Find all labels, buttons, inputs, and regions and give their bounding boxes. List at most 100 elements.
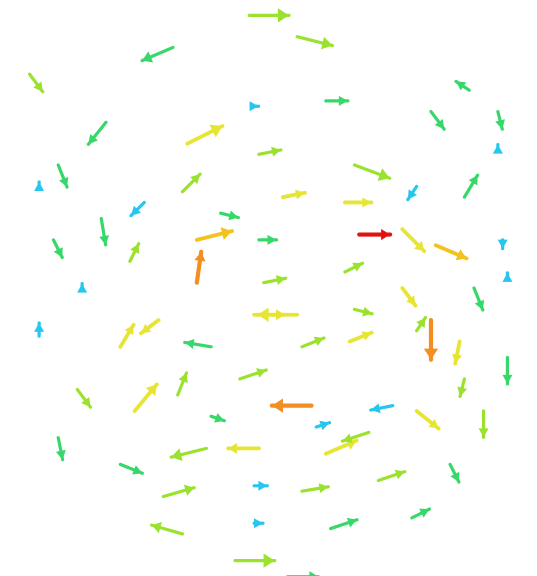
vector-arrow: [34, 321, 45, 338]
vector-head: [497, 239, 508, 249]
vector-head: [190, 174, 201, 185]
vector-arrow: [452, 339, 462, 366]
vector-arrow: [262, 275, 288, 285]
vector-arrow: [462, 173, 480, 199]
vector-head: [214, 413, 225, 423]
vector-arrow: [400, 286, 418, 308]
vector-head: [142, 51, 154, 63]
vector-head: [53, 247, 63, 258]
vector-arrow: [140, 45, 175, 63]
vector-head: [419, 508, 430, 518]
vector-head: [381, 228, 391, 241]
vector-arrow: [369, 403, 395, 414]
vector-arrow: [269, 398, 314, 413]
vector-head: [178, 372, 188, 384]
vector-arrow: [226, 442, 261, 454]
vector-head: [132, 465, 143, 475]
vector-arrow: [86, 120, 108, 146]
vector-arrow: [329, 517, 359, 531]
vector-head: [413, 240, 425, 252]
vector-arrow: [410, 507, 432, 520]
vector-arrow: [300, 336, 326, 349]
vector-head: [342, 433, 353, 444]
vector-head: [295, 189, 305, 200]
vector-arrow: [495, 109, 505, 131]
vector-head: [406, 295, 416, 306]
vector-arrow: [34, 180, 45, 192]
vector-arrow: [56, 163, 69, 189]
vector-arrow: [180, 172, 202, 194]
vector-head: [361, 331, 372, 341]
vector-head: [474, 299, 485, 310]
vector-head: [77, 283, 88, 293]
vector-head: [394, 469, 405, 480]
vector-arrow: [376, 469, 407, 483]
vector-arrow: [219, 210, 240, 221]
vector-head: [416, 317, 426, 328]
vector-head: [428, 418, 439, 429]
vector-head: [88, 134, 98, 145]
vector-head: [263, 553, 275, 568]
vector-arrow: [257, 146, 283, 157]
vector-head: [319, 420, 330, 431]
vector-head: [495, 119, 505, 130]
vector-arrow: [27, 72, 45, 94]
vector-arrow: [352, 163, 392, 181]
vector-arrow: [478, 409, 489, 439]
vector-head: [184, 338, 195, 349]
vector-arrow: [457, 377, 468, 399]
vector-arrow: [255, 307, 300, 322]
vector-head: [423, 348, 439, 360]
vector-head: [183, 484, 195, 496]
vector-arrow: [280, 189, 307, 200]
vector-head: [318, 483, 329, 494]
vector-head: [320, 36, 333, 50]
arrow-series: [27, 8, 513, 576]
vector-arrow: [502, 271, 513, 282]
vector-arrow: [238, 368, 268, 381]
vector-head: [124, 324, 134, 336]
vector-head: [55, 449, 66, 460]
vector-arrow: [183, 338, 213, 349]
vector-head: [456, 81, 467, 91]
vector-head: [34, 182, 45, 192]
vector-arrow: [472, 286, 485, 312]
vector-head: [450, 471, 460, 483]
vector-head: [502, 374, 513, 384]
vector-head: [277, 8, 289, 23]
vector-head: [194, 251, 206, 262]
vector-arrow: [129, 200, 146, 218]
vector-arrow: [132, 382, 159, 413]
vector-head: [455, 249, 467, 261]
vector-arrow: [502, 355, 513, 386]
vector-arrow: [423, 317, 439, 362]
vector-arrow: [118, 322, 136, 349]
vector-arrow: [448, 462, 461, 484]
vector-arrow: [249, 101, 261, 112]
vector-arrow: [415, 315, 428, 333]
vector-arrow: [352, 306, 374, 317]
vector-arrow: [118, 462, 144, 475]
vector-head: [257, 307, 269, 322]
vector-arrow: [209, 413, 226, 423]
vector-arrow: [429, 109, 446, 131]
vector-arrow: [75, 387, 93, 409]
vector-head: [457, 386, 468, 397]
vector-head: [99, 235, 110, 245]
vector-arrow: [454, 79, 471, 92]
vector-arrow: [347, 330, 374, 344]
vector-arrow: [185, 124, 225, 146]
vector-head: [338, 95, 348, 106]
vector-head: [81, 396, 91, 408]
vector-head: [33, 81, 43, 92]
vector-head: [249, 101, 259, 112]
vector-head: [220, 227, 233, 240]
vector-arrow: [128, 242, 141, 263]
vector-head: [140, 323, 152, 334]
vector-head: [130, 243, 140, 254]
vector-arrow: [492, 143, 503, 154]
vector-arrow: [343, 261, 365, 274]
vector-head: [275, 275, 286, 285]
vector-arrow: [252, 518, 265, 529]
